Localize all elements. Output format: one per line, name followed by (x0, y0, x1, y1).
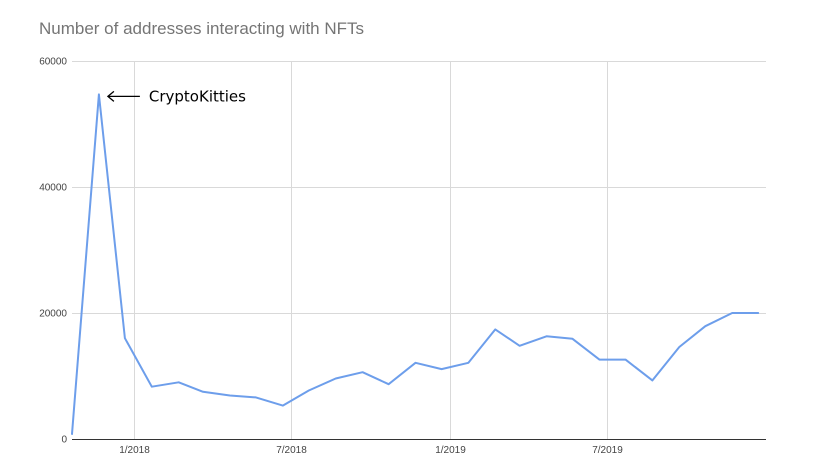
y-tick-label: 0 (61, 435, 67, 446)
y-tick-label: 60000 (39, 57, 67, 68)
annotation-label: CryptoKitties (149, 87, 246, 105)
x-tick-label: 1/2018 (119, 445, 150, 456)
y-tick-label: 20000 (39, 309, 67, 320)
annotation-arrowhead (106, 90, 115, 102)
gridlines (72, 61, 766, 439)
x-tick-label: 1/2019 (435, 445, 466, 456)
y-tick-label: 40000 (39, 183, 67, 194)
x-tick-label: 7/2018 (276, 445, 307, 456)
tick-labels: 0 20000 40000 60000 1/2018 7/2018 1/2019 7/2019 (39, 57, 623, 457)
x-tick-label: 7/2019 (592, 445, 623, 456)
annotations: CryptoKitties (106, 87, 246, 105)
chart-title: Number of addresses interacting with NFT… (39, 19, 365, 38)
series-line (71, 93, 760, 435)
series (71, 93, 760, 435)
